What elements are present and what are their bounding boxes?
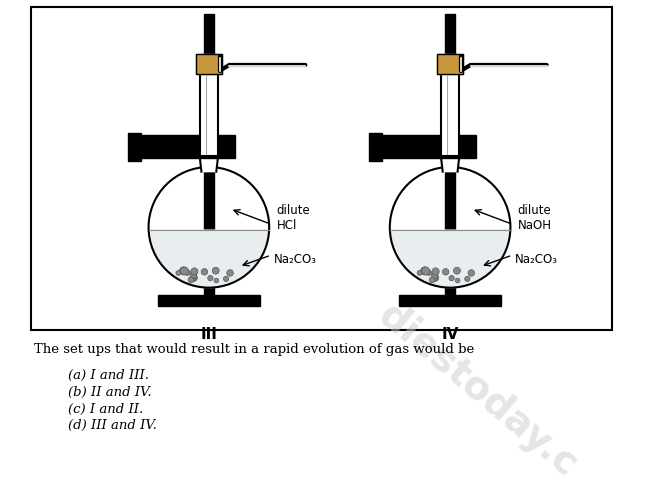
Circle shape xyxy=(432,272,438,279)
Circle shape xyxy=(185,270,190,275)
Circle shape xyxy=(422,267,430,275)
Circle shape xyxy=(180,267,189,275)
Bar xyxy=(196,54,222,74)
Text: (b) II and IV.: (b) II and IV. xyxy=(68,386,151,399)
Circle shape xyxy=(208,275,213,281)
Text: IV: IV xyxy=(441,326,459,342)
Circle shape xyxy=(432,275,439,281)
Circle shape xyxy=(443,268,449,275)
Text: diestoday.c: diestoday.c xyxy=(371,296,585,484)
Circle shape xyxy=(455,278,460,283)
Circle shape xyxy=(213,267,219,274)
Circle shape xyxy=(188,277,194,283)
Polygon shape xyxy=(149,230,269,288)
Bar xyxy=(370,133,382,161)
Bar xyxy=(196,54,222,74)
Circle shape xyxy=(224,276,229,282)
Circle shape xyxy=(191,276,196,282)
Circle shape xyxy=(453,267,461,274)
Bar xyxy=(204,14,214,295)
Polygon shape xyxy=(441,156,459,172)
Text: (c) I and II.: (c) I and II. xyxy=(68,403,143,416)
Circle shape xyxy=(421,267,428,275)
Bar xyxy=(128,133,141,161)
Bar xyxy=(437,54,463,74)
Circle shape xyxy=(214,278,219,283)
Text: dilute
HCl: dilute HCl xyxy=(276,204,310,232)
Circle shape xyxy=(176,270,181,275)
Circle shape xyxy=(449,275,454,281)
Text: dilute
NaOH: dilute NaOH xyxy=(518,204,552,232)
Text: (d) III and IV.: (d) III and IV. xyxy=(68,420,157,433)
Circle shape xyxy=(191,275,198,281)
Text: III: III xyxy=(200,326,217,342)
Circle shape xyxy=(430,277,435,283)
Circle shape xyxy=(468,270,475,276)
Circle shape xyxy=(191,272,196,279)
Bar xyxy=(31,7,612,330)
Text: Na₂CO₃: Na₂CO₃ xyxy=(274,253,317,266)
Text: (a) I and III.: (a) I and III. xyxy=(68,370,149,382)
Bar xyxy=(200,74,218,156)
Circle shape xyxy=(227,270,233,276)
Circle shape xyxy=(417,270,422,275)
Circle shape xyxy=(426,270,432,275)
Text: The set ups that would result in a rapid evolution of gas would be: The set ups that would result in a rapid… xyxy=(34,343,475,356)
Bar xyxy=(437,54,463,74)
Bar xyxy=(140,135,235,158)
Circle shape xyxy=(432,268,439,275)
Bar xyxy=(380,135,476,158)
Circle shape xyxy=(201,268,207,275)
Circle shape xyxy=(191,268,198,275)
Text: Na₂CO₃: Na₂CO₃ xyxy=(515,253,558,266)
Bar xyxy=(446,14,455,295)
Bar xyxy=(158,295,260,306)
Bar xyxy=(134,137,209,156)
Bar xyxy=(399,295,501,306)
Bar xyxy=(441,74,459,156)
Bar xyxy=(376,137,450,156)
Circle shape xyxy=(432,276,437,282)
Circle shape xyxy=(464,276,470,282)
Circle shape xyxy=(180,267,187,275)
Polygon shape xyxy=(390,230,510,288)
Polygon shape xyxy=(200,156,218,172)
